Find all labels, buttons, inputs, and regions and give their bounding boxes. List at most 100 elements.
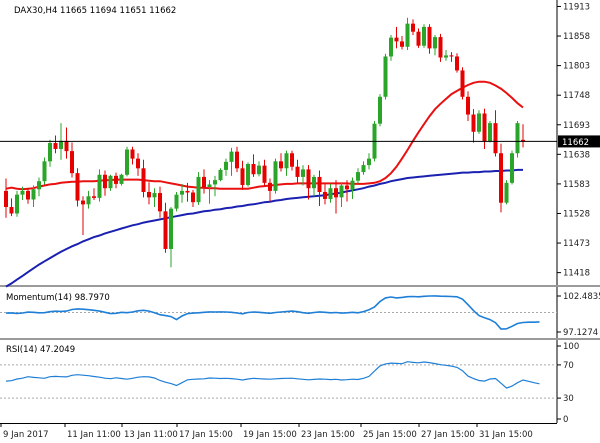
candle-body bbox=[295, 166, 300, 177]
candle-body bbox=[114, 175, 118, 184]
candle bbox=[180, 183, 184, 203]
time-tick-label: 31 Jan 15:00 bbox=[479, 430, 533, 440]
candle-body bbox=[174, 194, 179, 209]
candle-body bbox=[504, 182, 509, 203]
candle bbox=[235, 146, 239, 173]
candle bbox=[389, 34, 393, 61]
price-tick-label: 11803 bbox=[563, 62, 590, 72]
candle bbox=[350, 177, 355, 199]
candle-body bbox=[510, 153, 514, 183]
candle-body bbox=[328, 188, 333, 199]
time-tick-label: 25 Jan 15:00 bbox=[363, 430, 417, 440]
indicator-series bbox=[5, 295, 540, 389]
candle bbox=[466, 91, 470, 121]
candle bbox=[411, 19, 415, 35]
candle-body bbox=[383, 56, 388, 97]
candle-body bbox=[125, 149, 129, 175]
time-tick-label: 9 Jan 2017 bbox=[3, 430, 49, 440]
candle-body bbox=[42, 161, 47, 182]
candle bbox=[97, 169, 102, 202]
candle bbox=[15, 190, 19, 217]
candle-body bbox=[26, 190, 30, 200]
candle bbox=[202, 169, 206, 194]
candle-body bbox=[75, 173, 80, 201]
candle bbox=[477, 110, 481, 134]
candle bbox=[141, 159, 146, 198]
candle-body bbox=[81, 200, 85, 205]
candle bbox=[427, 24, 432, 54]
candle bbox=[510, 150, 514, 185]
candle bbox=[246, 162, 250, 187]
candle bbox=[240, 160, 245, 190]
candle bbox=[383, 53, 388, 100]
candle-body bbox=[466, 96, 470, 115]
candle-body bbox=[471, 114, 476, 132]
price-tick-label: 11583 bbox=[563, 180, 590, 190]
candle-body bbox=[147, 191, 151, 198]
candle-body bbox=[306, 169, 311, 189]
candle bbox=[64, 127, 69, 159]
candle-body bbox=[477, 113, 481, 132]
price-tick-label: 11528 bbox=[563, 209, 590, 219]
candle-body bbox=[224, 161, 228, 170]
candle bbox=[460, 67, 465, 100]
candle bbox=[229, 147, 234, 176]
candle-body bbox=[130, 149, 135, 159]
candle bbox=[312, 174, 316, 197]
candle bbox=[108, 174, 113, 191]
candle-body bbox=[185, 190, 190, 193]
candle bbox=[125, 146, 129, 177]
panel-separators bbox=[0, 0, 600, 424]
price-tick-label: 11638 bbox=[563, 150, 590, 160]
candle-body bbox=[213, 180, 217, 185]
candle bbox=[405, 17, 410, 51]
rsi-tick-label: 0 bbox=[563, 415, 568, 425]
panel-separator-2 bbox=[0, 338, 600, 340]
momentum-label: Momentum(14) 98.7970 bbox=[6, 293, 110, 303]
candle-body bbox=[136, 158, 140, 169]
candle-body bbox=[59, 140, 63, 149]
candle bbox=[449, 52, 454, 62]
candle bbox=[147, 182, 151, 205]
candle bbox=[136, 153, 140, 176]
candle bbox=[295, 159, 300, 183]
candle bbox=[169, 207, 173, 268]
candle-body bbox=[169, 208, 173, 249]
candle-body bbox=[493, 123, 498, 154]
candle-body bbox=[290, 153, 294, 167]
candle bbox=[86, 190, 91, 209]
candle-body bbox=[86, 196, 91, 205]
candle bbox=[444, 50, 448, 61]
candle bbox=[251, 154, 256, 177]
candle bbox=[438, 33, 443, 62]
candle bbox=[323, 183, 327, 205]
candle bbox=[26, 188, 30, 204]
price-tick-label: 11748 bbox=[563, 91, 590, 101]
candle bbox=[471, 109, 476, 143]
candle-body bbox=[180, 190, 184, 195]
candle bbox=[493, 110, 498, 157]
chart-title: DAX30,H4 11665 11694 11651 11662 bbox=[14, 6, 176, 16]
candle-body bbox=[37, 181, 41, 190]
candle bbox=[416, 28, 421, 48]
candle-body bbox=[108, 175, 113, 189]
candle bbox=[504, 180, 509, 205]
candle-body bbox=[240, 168, 245, 185]
candle-body bbox=[411, 23, 415, 32]
candle-body bbox=[158, 193, 162, 212]
candle-body bbox=[207, 184, 212, 188]
candle bbox=[4, 178, 8, 218]
rsi-tick-label: 70 bbox=[563, 361, 574, 371]
price-tick-label: 11858 bbox=[563, 32, 590, 42]
candle-body bbox=[449, 55, 454, 57]
candle bbox=[218, 168, 223, 182]
time-tick-label: 13 Jan 11:00 bbox=[124, 430, 178, 440]
candle bbox=[81, 196, 85, 235]
time-tick-label: 19 Jan 15:00 bbox=[243, 430, 297, 440]
candle bbox=[488, 120, 492, 143]
panel-separator-1 bbox=[0, 285, 600, 287]
candle-body bbox=[499, 153, 503, 203]
candle-body bbox=[196, 176, 201, 203]
candle-body bbox=[202, 176, 206, 188]
